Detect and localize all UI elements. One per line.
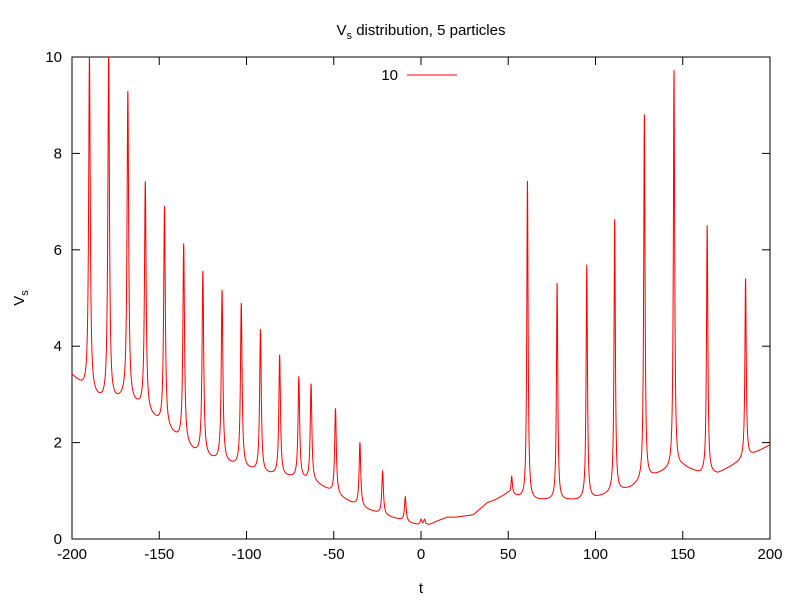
peak-point	[298, 377, 299, 378]
peak-point	[511, 477, 512, 478]
x-tick-label: 0	[417, 546, 425, 563]
peak-point	[260, 330, 261, 331]
series-layer	[71, 56, 771, 525]
x-tick-label: -50	[323, 546, 345, 563]
y-tick-label: 4	[54, 338, 62, 355]
y-tick-label: 6	[54, 242, 62, 259]
peak-point	[557, 283, 558, 284]
y-axis-label-subscript: s	[19, 290, 31, 296]
peak-point	[586, 265, 587, 266]
peak-point	[145, 183, 146, 184]
y-tick-label: 0	[54, 531, 62, 548]
x-tick-label: 100	[583, 546, 608, 563]
x-axis-label: t	[419, 580, 424, 597]
x-tick-label: 200	[757, 546, 782, 563]
x-tick-label: -200	[57, 546, 87, 563]
peak-point	[241, 304, 242, 305]
peak-point	[644, 114, 645, 115]
peak-point	[382, 471, 383, 472]
y-axis-ticks: 0 2 4 6 8 10	[45, 49, 770, 548]
peak-point	[359, 442, 360, 443]
peak-point	[89, 56, 90, 57]
y-tick-label: 10	[45, 49, 62, 66]
plot-frame	[71, 56, 771, 540]
x-axis-ticks: -200 -150 -100 -50 0 50 100 150 200	[57, 57, 783, 563]
peak-point	[202, 272, 203, 273]
peak-point	[405, 496, 406, 497]
x-tick-label: 150	[670, 546, 695, 563]
x-tick-label: -150	[144, 546, 174, 563]
y-axis-label-main: V	[11, 296, 28, 306]
peak-point	[164, 207, 165, 208]
peak-point	[183, 244, 184, 245]
peak-point	[127, 93, 128, 94]
peak-point	[707, 225, 708, 226]
x-tick-label: -100	[231, 546, 261, 563]
peak-point	[310, 384, 311, 385]
y-tick-label: 8	[54, 145, 62, 162]
chart-title-subscript: s	[347, 30, 353, 42]
x-tick-label: 50	[500, 546, 517, 563]
peak-point	[527, 181, 528, 182]
y-axis-label: Vs	[11, 290, 31, 306]
peak-point	[745, 278, 746, 279]
chart-title-main: V	[337, 22, 347, 39]
peak-point	[424, 519, 425, 520]
peak-point	[673, 70, 674, 71]
peak-point	[221, 291, 222, 292]
peak-point	[108, 56, 109, 57]
chart-title: Vs distribution, 5 particles	[337, 22, 506, 42]
peak-point	[279, 355, 280, 356]
legend-label: 10	[381, 67, 398, 84]
chart-title-rest: distribution, 5 particles	[352, 22, 505, 39]
legend: 10	[381, 67, 457, 84]
y-tick-label: 2	[54, 435, 62, 452]
peak-point	[420, 519, 421, 520]
series-line-10	[71, 56, 771, 525]
peak-point	[614, 219, 615, 220]
peak-point	[335, 408, 336, 409]
